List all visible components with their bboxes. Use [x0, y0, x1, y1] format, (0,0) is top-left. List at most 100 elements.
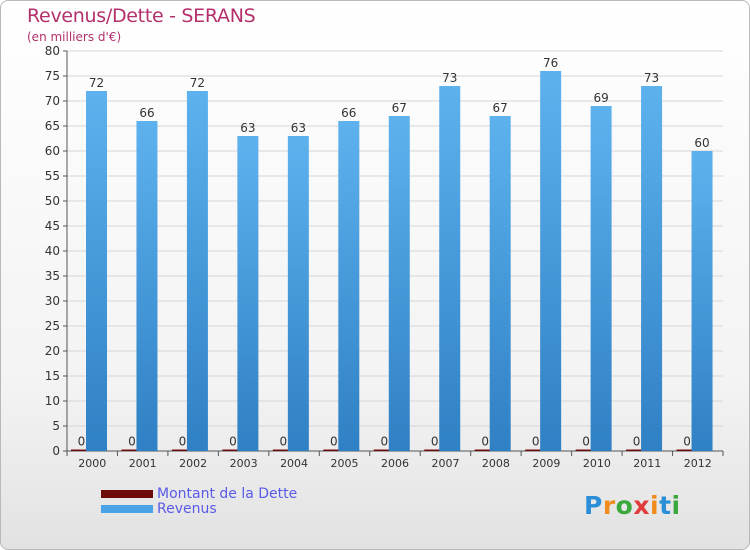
x-tick-label: 2003 — [230, 457, 258, 470]
legend-item-revenus: Revenus — [101, 501, 361, 517]
x-tick-label: 2009 — [532, 457, 560, 470]
bars — [71, 71, 713, 451]
logo-letter: i — [650, 491, 660, 520]
bar-dette-2011 — [626, 449, 648, 451]
bar-dette-2008 — [474, 449, 496, 451]
y-tick-label: 65 — [45, 119, 60, 133]
bar-revenus-2000 — [86, 91, 107, 451]
bar-revenus-2012 — [691, 151, 713, 451]
y-tick-label: 20 — [45, 344, 60, 358]
legend-label-dette: Montant de la Dette — [157, 486, 298, 502]
data-label-revenus-2002: 72 — [190, 76, 205, 90]
y-tick-label: 80 — [45, 44, 60, 58]
data-label-dette-2006: 0 — [380, 435, 388, 449]
x-tick-label: 2005 — [331, 457, 359, 470]
data-label-dette-2001: 0 — [128, 435, 136, 449]
data-label-revenus-2008: 67 — [493, 101, 508, 115]
data-label-revenus-2005: 66 — [341, 106, 356, 120]
data-label-dette-2009: 0 — [532, 435, 540, 449]
data-label-revenus-2001: 66 — [139, 106, 154, 120]
y-tick-label: 50 — [45, 194, 60, 208]
bar-revenus-2004 — [287, 136, 309, 451]
bar-revenus-2001 — [136, 121, 158, 451]
bar-dette-2012 — [676, 449, 698, 451]
legend-label-revenus: Revenus — [157, 501, 217, 517]
x-tick-label: 2000 — [78, 457, 106, 470]
data-label-revenus-2006: 67 — [392, 101, 407, 115]
bar-revenus-2008 — [489, 116, 511, 451]
x-tick-label: 2001 — [129, 457, 157, 470]
x-tick-label: 2002 — [179, 457, 207, 470]
y-tick-label: 30 — [45, 294, 60, 308]
data-label-dette-2000: 0 — [78, 435, 86, 449]
bar-dette-2004 — [272, 449, 294, 451]
bar-revenus-2010 — [590, 106, 612, 451]
x-tick-label: 2004 — [280, 457, 308, 470]
x-tick-label: 2010 — [583, 457, 611, 470]
bar-revenus-2002 — [186, 91, 208, 451]
data-label-revenus-2010: 69 — [593, 91, 608, 105]
y-tick-label: 55 — [45, 169, 60, 183]
y-tick-label: 45 — [45, 219, 60, 233]
bar-revenus-2011 — [641, 86, 663, 451]
x-tick-label: 2012 — [684, 457, 712, 470]
data-label-dette-2004: 0 — [280, 435, 288, 449]
y-tick-label: 75 — [45, 69, 60, 83]
bar-dette-2005 — [323, 449, 345, 451]
data-labels: 0 72 0 66 0 72 0 63 0 63 0 66 0 67 0 73 0 67 0 76 0 69 0 73 0 60 — [78, 56, 710, 449]
chart-subtitle: (en milliers d'€) — [27, 30, 122, 44]
bar-dette-2007 — [424, 449, 446, 451]
x-tick-label: 2007 — [431, 457, 459, 470]
data-label-revenus-2000: 72 — [89, 76, 104, 90]
proxiti-logo: Proxiti — [584, 491, 681, 520]
data-label-dette-2003: 0 — [229, 435, 237, 449]
data-label-revenus-2004: 63 — [291, 121, 306, 135]
data-label-dette-2007: 0 — [431, 435, 439, 449]
bar-revenus-2006 — [388, 116, 410, 451]
bar-dette-2000 — [71, 449, 92, 451]
y-tick-label: 35 — [45, 269, 60, 283]
logo-letter: r — [602, 491, 616, 520]
data-label-dette-2012: 0 — [683, 435, 691, 449]
x-tick-label: 2008 — [482, 457, 510, 470]
legend-swatch-revenus — [101, 505, 153, 513]
data-label-revenus-2012: 60 — [694, 136, 709, 150]
logo-letter: P — [584, 491, 603, 520]
data-label-dette-2002: 0 — [179, 435, 187, 449]
y-tick-label: 5 — [52, 419, 60, 433]
legend-item-dette: Montant de la Dette — [101, 486, 361, 502]
bar-dette-2001 — [121, 449, 143, 451]
bar-chart: 0 5 10 15 20 25 30 35 40 45 50 55 60 65 70 75 80 2000 2001… — [45, 44, 724, 470]
data-label-revenus-2009: 76 — [543, 56, 558, 70]
y-tick-label: 60 — [45, 144, 60, 158]
x-tick-label: 2006 — [381, 457, 409, 470]
logo-letter: i — [671, 491, 681, 520]
logo-letter: x — [633, 491, 650, 520]
logo-letter: t — [659, 491, 672, 520]
bar-revenus-2005 — [338, 121, 360, 451]
bar-revenus-2009 — [540, 71, 562, 451]
y-tick-label: 40 — [45, 244, 60, 258]
y-tick-label: 70 — [45, 94, 60, 108]
bar-dette-2002 — [171, 449, 193, 451]
bar-dette-2010 — [575, 449, 597, 451]
y-tick-label: 15 — [45, 369, 60, 383]
y-tick-label: 0 — [52, 444, 60, 458]
chart-title: Revenus/Dette - SERANS — [27, 5, 256, 27]
bar-dette-2009 — [525, 449, 547, 451]
y-tick-label: 25 — [45, 319, 60, 333]
axes: 0 5 10 15 20 25 30 35 40 45 50 55 60 65 70 75 80 2000 2001… — [45, 44, 724, 470]
bar-revenus-2007 — [439, 86, 461, 451]
logo-letter: o — [615, 491, 634, 520]
data-label-dette-2008: 0 — [481, 435, 489, 449]
legend-swatch-dette — [101, 490, 153, 498]
bar-revenus-2003 — [237, 136, 259, 451]
data-label-revenus-2007: 73 — [442, 71, 457, 85]
bar-dette-2006 — [373, 449, 395, 451]
y-tick-label: 10 — [45, 394, 60, 408]
data-label-dette-2005: 0 — [330, 435, 338, 449]
bar-dette-2003 — [222, 449, 244, 451]
data-label-dette-2011: 0 — [633, 435, 641, 449]
data-label-revenus-2003: 63 — [240, 121, 255, 135]
